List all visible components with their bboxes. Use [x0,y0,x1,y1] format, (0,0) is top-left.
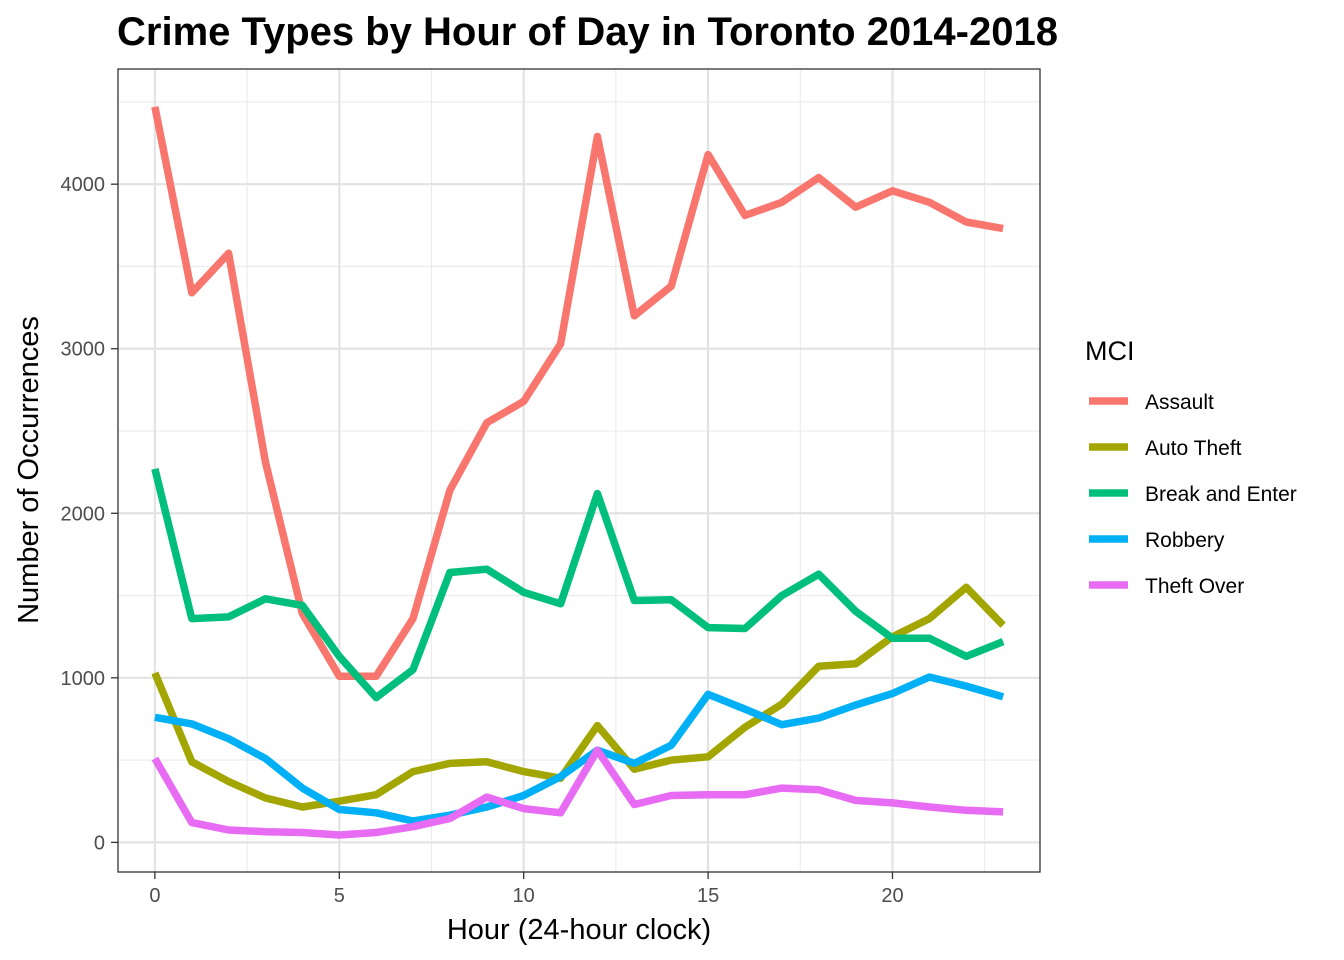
plot-panel [117,68,1041,873]
x-axis: 0 5 10 15 20 [149,872,904,907]
series-lines [151,106,1006,839]
y-tick-label: 3000 [61,339,106,361]
series-line-auto-theft [151,583,1006,811]
legend-label-break-and-enter: Break and Enter [1145,483,1297,506]
series-line-robbery [154,673,1005,825]
legend-label-assault: Assault [1145,391,1214,414]
plot-border [117,68,1041,873]
legend-label-robbery: Robbery [1145,529,1225,552]
y-tick-label: 4000 [61,174,106,196]
x-tick-label: 15 [697,885,719,907]
chart-title: Crime Types by Hour of Day in Toronto 20… [117,10,1058,54]
y-tick-label: 0 [94,832,105,854]
series-line-assault [151,106,1004,680]
series-line-break-and-enter [151,468,1005,702]
series-line-theft-over [151,746,1004,839]
x-tick-label: 0 [149,885,160,907]
x-tick-label: 10 [513,885,535,907]
legend-label-theft-over: Theft Over [1145,575,1244,598]
x-axis-title: Hour (24-hour clock) [447,914,711,946]
y-tick-label: 2000 [61,503,106,525]
plot-background [118,69,1040,872]
legend-label-auto-theft: Auto Theft [1145,437,1242,460]
legend-title: MCI [1085,336,1135,366]
y-axis-title: Number of Occurrences [13,316,45,624]
legend-items: Assault Auto Theft Break and Enter Robbery T… [1089,391,1297,598]
x-tick-label: 20 [881,885,903,907]
y-tick-label: 1000 [61,668,106,690]
legend: MCI Assault Auto Theft Break and Enter Robb… [1085,336,1297,598]
x-tick-label: 5 [334,885,345,907]
y-axis: 0 1000 2000 3000 4000 [61,174,118,854]
